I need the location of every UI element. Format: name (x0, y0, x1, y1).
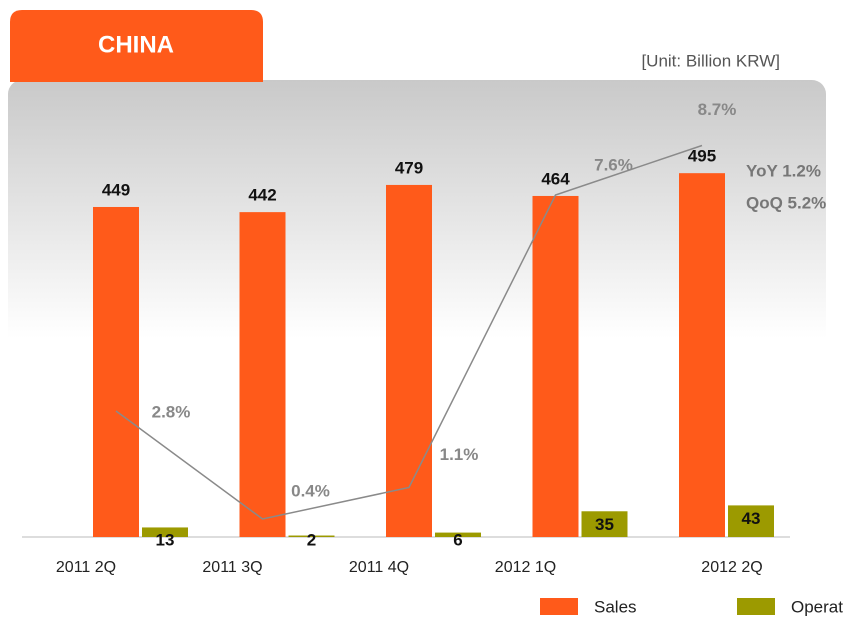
legend-swatch (737, 598, 775, 615)
legend-label: Operat (791, 597, 843, 616)
bar (728, 505, 774, 537)
value-label: 13 (156, 530, 175, 549)
value-label: 442 (248, 186, 276, 205)
unit-note: [Unit: Billion KRW] (641, 51, 780, 70)
value-label: 6 (453, 530, 462, 549)
annotation: QoQ 5.2% (746, 193, 826, 212)
bar (93, 206, 139, 538)
line-label: 8.7% (698, 100, 737, 119)
value-label: 43 (742, 509, 761, 528)
value-label: 35 (595, 515, 614, 534)
bar (435, 532, 481, 537)
tab (10, 10, 263, 82)
x-tick-label: 2011 4Q (349, 559, 409, 576)
bar (239, 212, 286, 537)
bar (679, 173, 725, 538)
bar (386, 184, 432, 537)
value-label: 479 (395, 158, 423, 177)
bar (142, 527, 188, 537)
line-label: 7.6% (594, 155, 633, 174)
tab-title: CHINA (98, 31, 174, 58)
legend-swatch (540, 598, 578, 615)
value-label: 464 (541, 169, 570, 188)
value-label: 2 (307, 530, 316, 549)
value-label: 449 (102, 180, 130, 199)
line-label: 0.4% (291, 481, 330, 500)
annotation: YoY 1.2% (746, 161, 821, 180)
bar (581, 511, 628, 537)
bar (532, 195, 579, 537)
value-label: 495 (688, 147, 716, 166)
margin-line (115, 144, 703, 520)
bar (288, 535, 335, 537)
x-tick-label: 2012 1Q (495, 559, 556, 576)
line-label: 2.8% (152, 402, 191, 421)
x-tick-label: 2011 2Q (56, 559, 116, 576)
x-tick-label: 2012 2Q (701, 559, 762, 576)
line-label: 1.1% (440, 445, 479, 464)
legend-label: Sales (594, 597, 637, 616)
x-tick-label: 2011 3Q (202, 559, 262, 576)
